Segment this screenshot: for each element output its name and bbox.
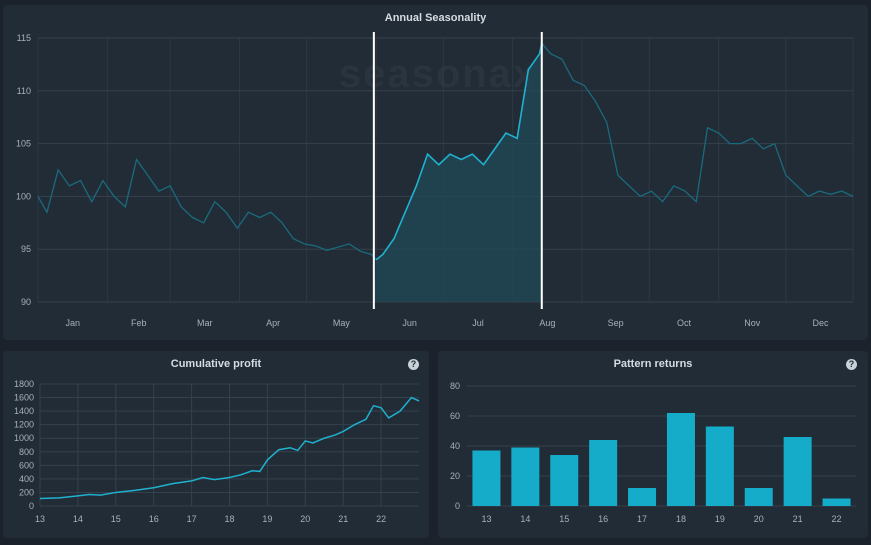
cumulative-profit-title: Cumulative profit [170, 358, 262, 370]
watermark-logo: seasonax [339, 52, 537, 96]
bar [472, 450, 501, 506]
y-tick-label: 1400 [14, 406, 34, 416]
x-tick-label: 20 [300, 514, 310, 524]
x-tick-label: Dec [813, 318, 830, 328]
y-tick-label: 0 [29, 501, 34, 511]
pattern-returns-chart[interactable]: 0 20 40 60 80 13 14 15 16 17 18 19 20 21 22 [438, 351, 868, 538]
help-icon[interactable]: ? [846, 359, 857, 370]
x-tick-label: Feb [131, 318, 147, 328]
y-tick-label: 1200 [14, 420, 34, 430]
y-tick-label: 100 [16, 191, 31, 201]
x-tick-label: Jan [65, 318, 80, 328]
y-tick-label: 110 [17, 86, 31, 96]
bar [628, 488, 657, 506]
x-tick-label: 16 [598, 514, 608, 524]
x-tick-label: Oct [677, 318, 692, 328]
bar [511, 447, 540, 506]
x-tick-label: 14 [73, 514, 83, 524]
y-tick-label: 800 [19, 447, 34, 457]
y-tick-label: 115 [17, 33, 31, 43]
x-tick-label: 19 [715, 514, 725, 524]
x-tick-label: May [333, 318, 351, 328]
x-tick-label: 21 [338, 514, 348, 524]
x-tick-label: 17 [187, 514, 197, 524]
y-tick-label: 1000 [14, 433, 34, 443]
y-tick-label: 90 [21, 297, 31, 307]
bar [783, 437, 812, 506]
bar [666, 413, 695, 506]
y-tick-label: 40 [450, 441, 460, 451]
x-tick-label: Mar [197, 318, 213, 328]
bar [705, 426, 734, 506]
y-tick-label: 105 [16, 139, 31, 149]
cumulative-profit-line [39, 396, 420, 500]
x-tick-label: Jul [472, 318, 484, 328]
pattern-returns-panel: Pattern returns ? 0 20 40 60 80 13 14 15 16 17 18 1… [438, 351, 868, 538]
y-tick-label: 1600 [14, 393, 34, 403]
x-tick-label: 13 [481, 514, 491, 524]
x-tick-label: Aug [539, 318, 555, 328]
cumulative-profit-panel: Cumulative profit ? 0 200 400 600 800 1000 120… [3, 351, 429, 538]
x-tick-label: Apr [266, 318, 280, 328]
x-tick-label: Sep [608, 318, 624, 328]
y-tick-label: 200 [19, 487, 34, 497]
y-tick-label: 0 [455, 501, 460, 511]
y-tick-label: 95 [21, 244, 31, 254]
x-tick-label: 16 [149, 514, 159, 524]
x-tick-label: 14 [520, 514, 530, 524]
bar [589, 440, 618, 506]
y-tick-label: 400 [19, 474, 34, 484]
x-tick-label: Nov [744, 318, 761, 328]
x-tick-label: 15 [111, 514, 121, 524]
bar [744, 488, 773, 506]
x-tick-label: Jun [402, 318, 417, 328]
y-tick-label: 60 [450, 411, 460, 421]
help-icon[interactable]: ? [408, 359, 419, 370]
bar [550, 455, 579, 506]
annual-seasonality-panel: Annual Seasonality seasonax 90 95 100 105 110… [3, 5, 868, 340]
y-tick-label: 20 [450, 471, 460, 481]
x-tick-label: 22 [832, 514, 842, 524]
x-tick-label: 19 [262, 514, 272, 524]
cumulative-profit-chart[interactable]: 0 200 400 600 800 1000 1200 1400 1600 1800 13 14 15 1… [3, 351, 429, 538]
x-tick-label: 20 [754, 514, 764, 524]
annual-seasonality-chart[interactable]: seasonax 90 95 100 105 110 115 Jan Feb Mar Apr May J… [3, 5, 868, 340]
highlight-area [373, 43, 542, 302]
x-tick-label: 18 [676, 514, 686, 524]
x-tick-label: 17 [637, 514, 647, 524]
x-tick-label: 21 [793, 514, 803, 524]
highlight-line [375, 43, 543, 261]
y-tick-label: 600 [19, 460, 34, 470]
x-tick-label: 22 [376, 514, 386, 524]
x-tick-label: 15 [559, 514, 569, 524]
pattern-returns-title: Pattern returns [613, 358, 693, 370]
x-tick-label: 18 [224, 514, 234, 524]
y-tick-label: 80 [450, 381, 460, 391]
annual-seasonality-title: Annual Seasonality [384, 12, 487, 24]
y-tick-label: 1800 [14, 379, 34, 389]
x-tick-label: 13 [35, 514, 45, 524]
bar [822, 498, 851, 506]
